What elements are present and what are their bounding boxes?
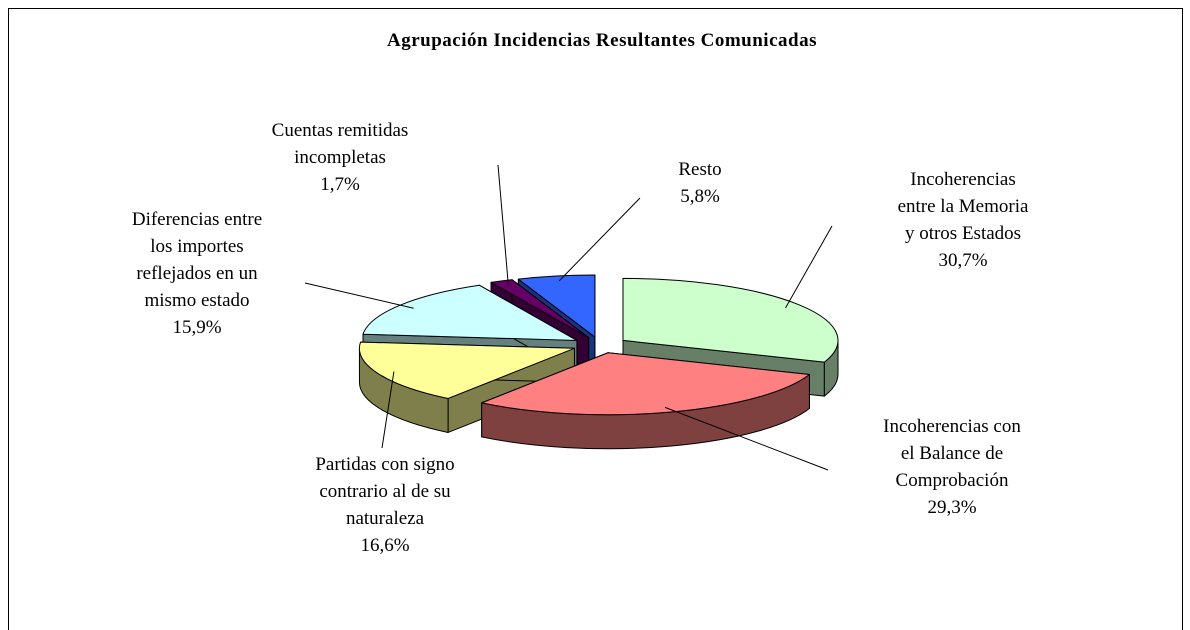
slice-label: Partidas con signo contrario al de su natu… (315, 454, 454, 529)
slice-label: Diferencias entre los importes reflejados … (132, 209, 262, 311)
leader-line (497, 164, 509, 286)
slice-label: Resto (678, 159, 721, 180)
chart-title: Agrupación Incidencias Resultantes Comun… (387, 30, 817, 51)
value-label: 1,7% (320, 174, 360, 195)
value-label: 15,9% (172, 317, 221, 338)
value-label: 29,3% (927, 497, 976, 518)
leader-line (304, 282, 414, 309)
slice (490, 279, 590, 339)
slice-label: Incoherencias con el Balance de Comprobaci… (883, 416, 1021, 491)
chart-frame (8, 8, 1183, 630)
leader-line (664, 406, 829, 471)
leader-line (381, 371, 395, 449)
slice (622, 277, 839, 363)
slice-label: Incoherencias entre la Memoria y otros Est… (898, 169, 1029, 244)
slice (481, 352, 810, 416)
value-label: 16,6% (360, 535, 409, 556)
pie (358, 274, 839, 450)
slice-label: Cuentas remitidas incompletas (272, 120, 409, 168)
leader-line (558, 197, 641, 282)
slice (517, 274, 596, 338)
leader-line (785, 225, 833, 309)
value-label: 5,8% (680, 186, 720, 207)
value-label: 30,7% (938, 250, 987, 271)
slice (358, 341, 575, 399)
